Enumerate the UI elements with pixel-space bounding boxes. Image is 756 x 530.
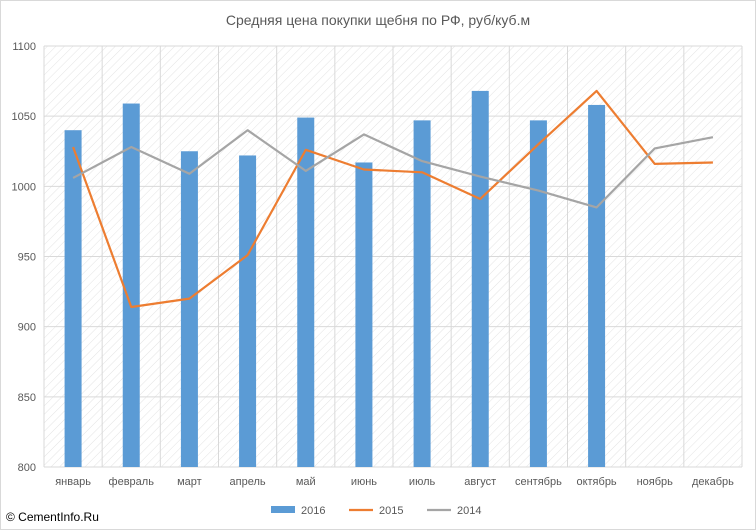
x-tick-label: январь	[55, 476, 91, 488]
legend-label: 2015	[379, 505, 403, 517]
legend-label: 2016	[301, 505, 325, 517]
x-tick-label: апрель	[230, 476, 266, 488]
bar-2016	[180, 151, 198, 467]
x-tick-label: май	[296, 476, 316, 488]
bar-2016	[122, 103, 140, 467]
chart-title: Средняя цена покупки щебня по РФ, руб/ку…	[225, 12, 531, 28]
x-tick-label: август	[464, 476, 496, 488]
y-tick-label: 950	[18, 252, 36, 264]
y-tick-label: 1000	[12, 181, 36, 193]
y-tick-label: 1100	[12, 41, 36, 53]
legend-label: 2014	[457, 505, 481, 517]
line-series-2015	[72, 89, 713, 309]
x-tick-label: июль	[409, 476, 436, 488]
x-tick-label: февраль	[109, 476, 155, 488]
x-tick-label: октябрь	[576, 476, 616, 488]
bar-2016	[471, 90, 489, 467]
bar-2016	[529, 120, 547, 468]
y-tick-label: 850	[18, 392, 36, 404]
bar-2016	[413, 120, 431, 468]
x-tick-label: сентябрь	[515, 476, 562, 488]
bar-2016	[355, 162, 373, 467]
legend-swatch	[271, 506, 295, 513]
line-series-2014	[72, 129, 714, 209]
y-tick-label: 800	[18, 462, 36, 474]
y-tick-label: 900	[18, 322, 36, 334]
bar-2016	[297, 117, 315, 467]
bar-2016	[64, 130, 82, 467]
bar-2016	[588, 104, 606, 467]
x-tick-label: март	[177, 476, 202, 488]
x-tick-label: ноябрь	[637, 476, 674, 488]
watermark: © CementInfo.Ru	[6, 510, 99, 524]
x-tick-label: июнь	[351, 476, 377, 488]
y-tick-label: 1050	[12, 111, 36, 123]
bar-2016	[239, 155, 257, 467]
x-tick-label: декабрь	[692, 476, 734, 488]
